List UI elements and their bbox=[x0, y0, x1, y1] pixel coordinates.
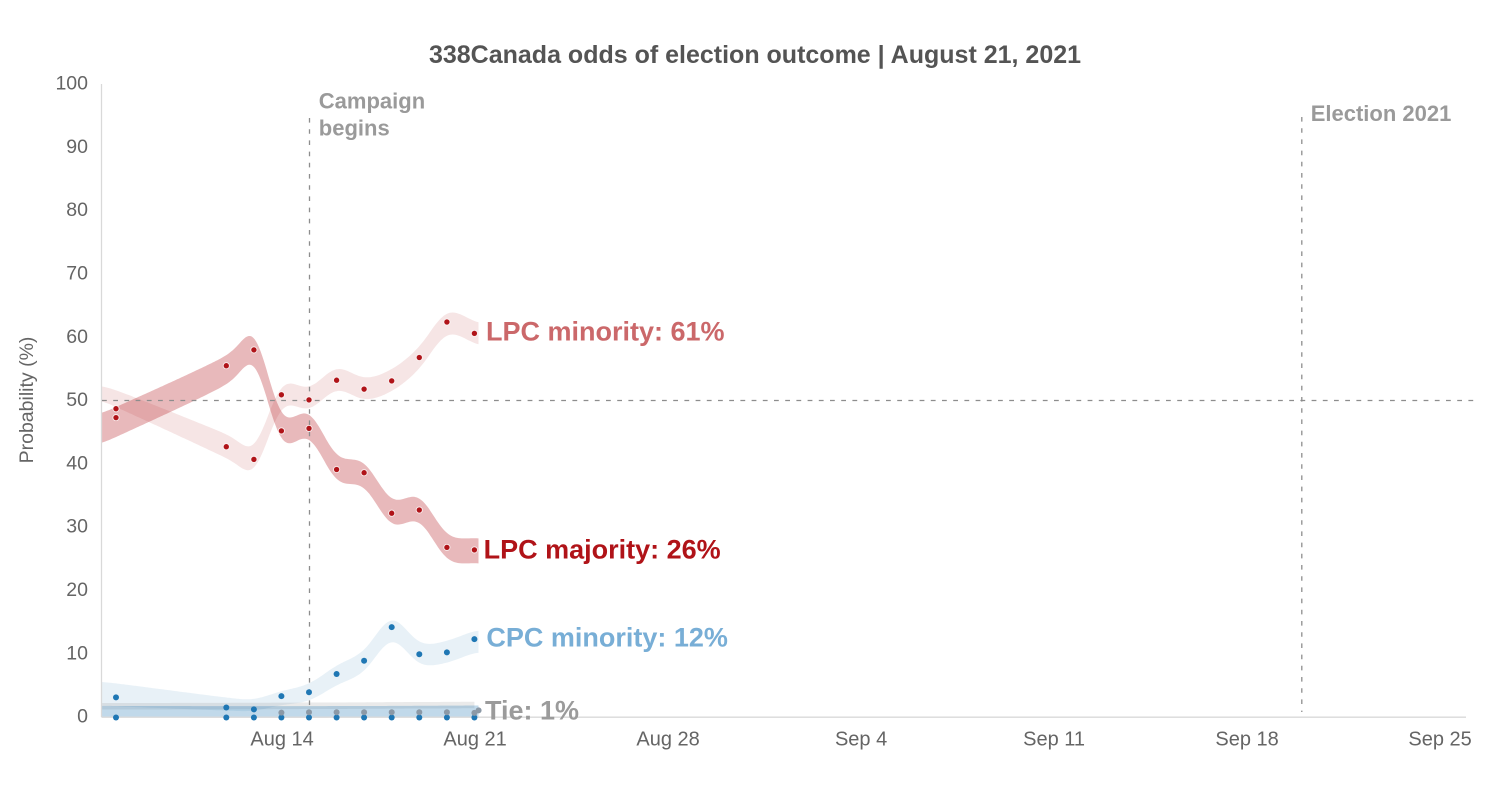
svg-text:40: 40 bbox=[66, 452, 88, 474]
svg-text:begins: begins bbox=[319, 116, 390, 141]
svg-text:90: 90 bbox=[66, 136, 88, 158]
svg-text:0: 0 bbox=[77, 706, 88, 728]
svg-text:Probability (%): Probability (%) bbox=[16, 337, 38, 464]
svg-text:Campaign: Campaign bbox=[319, 88, 425, 113]
svg-text:30: 30 bbox=[66, 516, 88, 538]
svg-text:338Canada odds of election out: 338Canada odds of election outcome | Aug… bbox=[429, 41, 1081, 69]
svg-text:20: 20 bbox=[66, 579, 88, 601]
svg-text:CPC minority: 12%: CPC minority: 12% bbox=[486, 623, 728, 653]
svg-text:Aug 28: Aug 28 bbox=[636, 729, 699, 751]
svg-text:Sep 11: Sep 11 bbox=[1023, 729, 1085, 751]
svg-text:10: 10 bbox=[66, 642, 88, 664]
svg-text:Sep 18: Sep 18 bbox=[1215, 729, 1278, 751]
svg-text:Tie: 1%: Tie: 1% bbox=[485, 695, 579, 725]
svg-text:Election 2021: Election 2021 bbox=[1311, 101, 1452, 126]
svg-text:LPC majority: 26%: LPC majority: 26% bbox=[484, 535, 721, 565]
svg-text:80: 80 bbox=[66, 199, 88, 221]
svg-text:60: 60 bbox=[66, 326, 88, 348]
svg-text:LPC minority: 61%: LPC minority: 61% bbox=[486, 317, 725, 347]
svg-text:Sep 4: Sep 4 bbox=[835, 729, 887, 751]
svg-text:100: 100 bbox=[55, 73, 88, 95]
svg-text:Aug 21: Aug 21 bbox=[443, 729, 506, 751]
svg-text:Sep 25: Sep 25 bbox=[1408, 729, 1471, 751]
svg-text:50: 50 bbox=[66, 389, 88, 411]
svg-text:Aug 14: Aug 14 bbox=[250, 729, 313, 751]
svg-text:70: 70 bbox=[66, 263, 88, 285]
